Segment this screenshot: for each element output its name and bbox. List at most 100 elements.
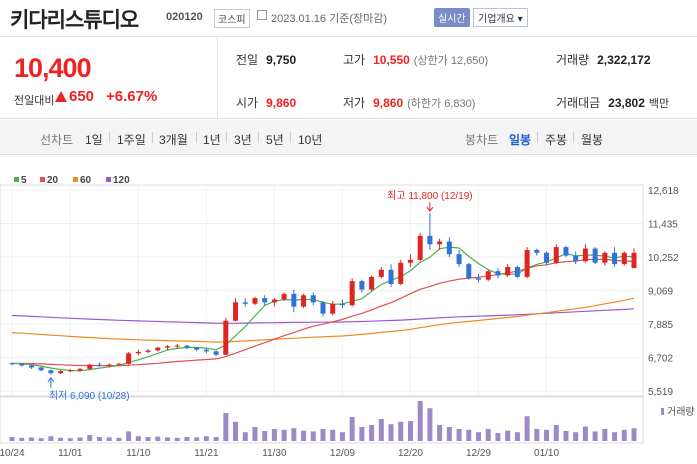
tab-5y[interactable]: 5년 (266, 133, 284, 147)
volume-bar (339, 432, 345, 441)
price-summary: 10,400 전일대비 650 +6.67% 전일 9,750 고가 10,550(… (0, 37, 697, 119)
tab-monthly[interactable]: 월봉 (581, 133, 604, 147)
volume-bar (145, 437, 151, 441)
volume-bar (437, 425, 443, 441)
legend-ma120: 120 (106, 175, 130, 186)
candle-body (28, 365, 34, 368)
candle-body (456, 254, 462, 265)
volume-bar (553, 425, 559, 441)
volume-bar (310, 431, 316, 441)
tab-1w[interactable]: 1주일 (117, 133, 146, 147)
volume-bar (378, 419, 384, 441)
volume-bar (38, 438, 44, 441)
volume-bar (96, 437, 102, 441)
candle-body (271, 299, 277, 303)
volume-bar (9, 437, 15, 441)
volume-bar (544, 429, 550, 441)
x-tick-label: 11/21 (194, 448, 219, 459)
y-tick-label: 11,435 (648, 220, 678, 231)
tab-3m[interactable]: 3개월 (159, 133, 188, 147)
volume-bar (194, 437, 200, 441)
legend-ma60: 60 (73, 175, 91, 186)
ma60-swatch (73, 177, 78, 182)
volume-bar (116, 437, 122, 441)
candle-body (203, 349, 209, 352)
compare-label: 전일대비 (14, 95, 55, 107)
candle-body (582, 248, 588, 262)
ma60-line (11, 297, 635, 343)
volume-bar (514, 432, 520, 441)
candle-body (612, 252, 618, 265)
tab-1d[interactable]: 1일 (85, 133, 103, 147)
prev-close: 전일 9,750 (236, 53, 297, 67)
chart-tabs: 선차트 1일 1주일 3개월 1년 3년 5년 10년 봉차트 일봉 주봉 월봉 (0, 120, 697, 155)
candle-body (330, 303, 336, 314)
tab-1y[interactable]: 1년 (203, 133, 221, 147)
candle-body (58, 371, 64, 374)
low-price: 저가 9,860 (하한가 6,830) (343, 96, 476, 110)
candle-body (320, 302, 326, 314)
y-tick-label: 5,519 (648, 387, 673, 398)
volume-bar (621, 429, 627, 441)
volume-bar (184, 437, 190, 441)
candle-body (252, 298, 258, 304)
candle-body (96, 364, 102, 366)
volume-bar (48, 436, 54, 441)
volume-label: 거래량 (667, 406, 695, 418)
volume-bar (456, 429, 462, 441)
candle-body (281, 293, 287, 300)
candle-body (485, 271, 491, 280)
candle-body (349, 281, 355, 306)
change-percent: +6.67% (106, 88, 158, 105)
candle-body (223, 320, 229, 355)
volume-bar (87, 435, 93, 441)
candle-body (339, 303, 345, 306)
legend-ma20: 20 (40, 175, 58, 186)
stock-header: 키다리스튜디오 020120 코스피 2023.01.16 기준(장마감) 실시… (0, 0, 697, 37)
candle-body (48, 370, 54, 374)
candle-body (514, 266, 520, 277)
volume-bar (534, 429, 540, 441)
candle-body (417, 235, 423, 260)
divider (217, 37, 218, 118)
company-info-button[interactable]: 기업개요 ▾ (473, 8, 528, 27)
x-tick-label: 12/20 (398, 448, 423, 459)
ma5-swatch (14, 177, 19, 182)
volume-bar (407, 421, 413, 441)
volume-bar (320, 429, 326, 441)
candle-body (398, 262, 404, 284)
candle-body (592, 248, 598, 263)
candle-body (262, 298, 268, 303)
legend-ma5: 5 (14, 175, 27, 186)
date-text: 2023.01.16 기준(장마감) (271, 13, 388, 25)
candle-body (233, 302, 239, 321)
ma120-swatch (106, 177, 111, 182)
x-tick-label: 11/30 (262, 448, 287, 459)
tab-daily[interactable]: 일봉 (509, 133, 532, 147)
high-price: 고가 10,550 (상한가 12,650) (343, 53, 489, 67)
candle-body (378, 269, 384, 277)
tab-3y[interactable]: 3년 (234, 133, 252, 147)
candle-body (135, 351, 141, 354)
volume-bar (466, 429, 472, 441)
y-tick-label: 9,069 (648, 287, 673, 298)
stock-code: 020120 (166, 11, 203, 23)
volume-bar (106, 437, 112, 441)
y-tick-label: 7,885 (648, 320, 673, 331)
volume-bar (398, 421, 404, 441)
candle-body (87, 364, 93, 369)
y-tick-label: 12,618 (648, 186, 679, 197)
tab-weekly[interactable]: 주봉 (545, 133, 568, 147)
candle-body (602, 252, 608, 263)
line-chart-label: 선차트 (40, 133, 74, 147)
x-tick-label: 11/10 (126, 448, 151, 459)
x-tick-label: 10/24 (0, 448, 25, 459)
candle-body (573, 255, 579, 262)
x-tick-label: 11/01 (58, 448, 83, 459)
price-plot-frame (0, 184, 644, 397)
candle-body (359, 281, 365, 290)
live-button[interactable]: 실시간 (434, 8, 470, 27)
tab-10y[interactable]: 10년 (298, 133, 323, 147)
trade-amount: 거래대금 23,802 백만 (556, 96, 670, 110)
